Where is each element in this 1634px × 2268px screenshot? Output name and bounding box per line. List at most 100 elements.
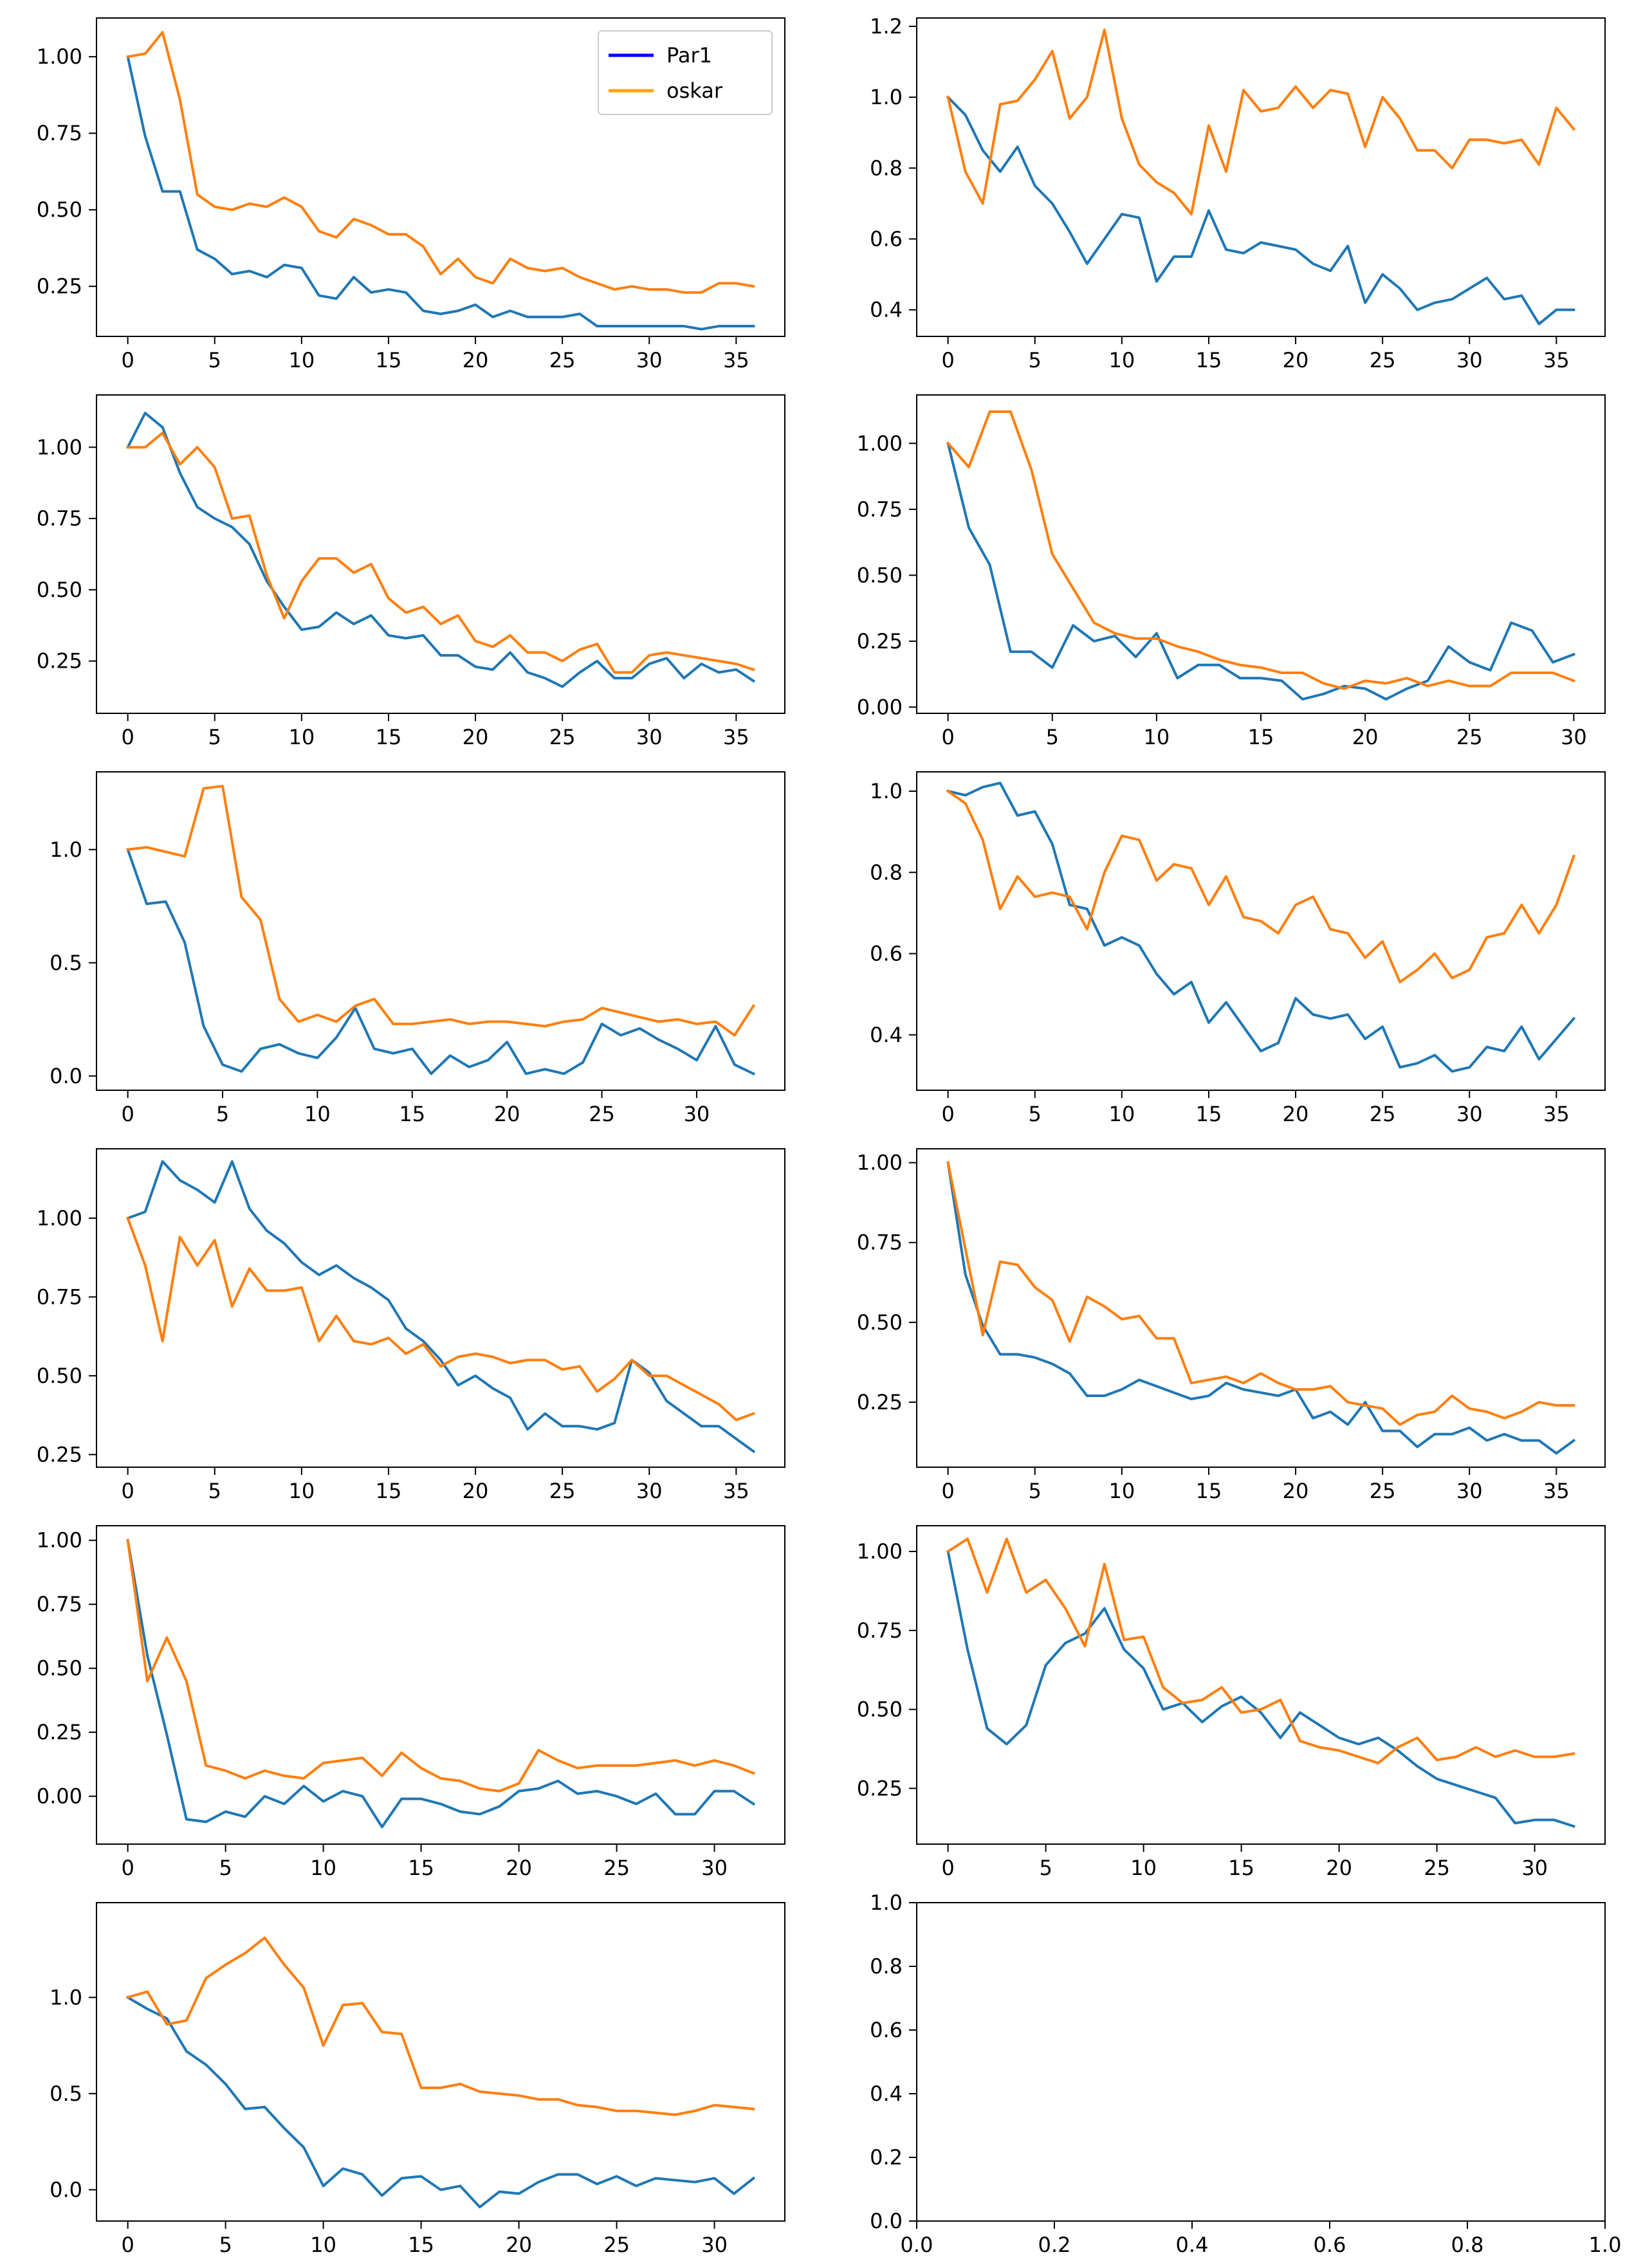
- x-tick-label: 0: [121, 725, 134, 749]
- axes-frame: [916, 394, 1606, 714]
- axes-frame: [96, 771, 785, 1091]
- y-tick-label: 0.50: [37, 1364, 82, 1388]
- series-line-2: [946, 28, 1576, 215]
- y-tick-label: 0.50: [857, 1310, 903, 1335]
- y-tick-label: 1.0: [870, 85, 903, 109]
- x-tick-label: 0.8: [1451, 2233, 1484, 2257]
- y-tick-label: 0.2: [870, 2145, 903, 2170]
- subplot-12: 0.0 0.2 0.4 0.6 0.8 1.0 0.0 0.2 0.4 0.6 0.8 1.0: [870, 1890, 1621, 2257]
- subplot-6: 0 5 10 15 20 25 30 35 0.4 0.6 0.8 1.0: [870, 771, 1606, 1126]
- x-tick-label: 10: [1108, 348, 1135, 372]
- x-tick-label: 0: [121, 1102, 134, 1126]
- series-line-1: [126, 55, 755, 331]
- x-tick-label: 20: [494, 1102, 520, 1126]
- x-tick-label: 35: [723, 348, 749, 372]
- x-tick-label: 30: [1456, 348, 1483, 372]
- y-tick-label: 0.75: [37, 1592, 82, 1616]
- x-tick-label: 30: [1456, 1102, 1483, 1126]
- x-tick-label: 15: [376, 1479, 402, 1503]
- series-line-2: [946, 1161, 1575, 1426]
- x-tick-label: 20: [1283, 348, 1309, 372]
- series-line-1: [126, 848, 756, 1075]
- y-tick-label: 1.00: [37, 435, 82, 459]
- x-tick-label: 35: [723, 1479, 749, 1503]
- subplot-2: 0 5 10 15 20 25 30 35 0.4 0.6 0.8 1.0 1.2: [870, 14, 1606, 372]
- subplot-5: 0 5 10 15 20 25 30 0.0 0.5 1.0: [50, 771, 785, 1126]
- x-tick-label: 25: [1456, 725, 1483, 749]
- subplot-7: 0 5 10 15 20 25 30 35 0.25 0.50 0.75 1.00: [37, 1148, 785, 1503]
- series-line-2: [946, 789, 1575, 983]
- x-tick-label: 5: [219, 2233, 232, 2257]
- x-tick-label: 5: [1029, 1102, 1042, 1126]
- series-line-1: [125, 412, 756, 688]
- x-tick-label: 0.0: [901, 2233, 933, 2257]
- axes-frame: [916, 771, 1606, 1091]
- y-tick-label: 0.6: [870, 2018, 903, 2042]
- x-tick-label: 15: [376, 348, 402, 372]
- series-line-1: [946, 95, 1575, 325]
- x-tick-label: 0: [941, 1102, 954, 1126]
- x-tick-label: 1.0: [1589, 2233, 1622, 2257]
- legend: Par1 oskar: [598, 30, 773, 115]
- y-tick-label: 0.25: [37, 1720, 82, 1744]
- axes-frame: [916, 1525, 1606, 1845]
- y-tick-label: 0.75: [37, 1285, 82, 1309]
- x-tick-label: 0: [121, 1479, 134, 1503]
- x-tick-label: 5: [1046, 725, 1059, 749]
- x-tick-label: 20: [463, 1479, 489, 1503]
- x-tick-label: 30: [1561, 725, 1587, 749]
- y-tick-label: 0.00: [857, 695, 903, 719]
- x-tick-label: 10: [304, 1102, 331, 1126]
- series-line-2: [126, 1216, 755, 1422]
- x-tick-label: 20: [1283, 1102, 1309, 1126]
- y-tick-label: 0.25: [37, 649, 82, 673]
- x-tick-label: 0.6: [1314, 2233, 1346, 2257]
- x-tick-label: 15: [408, 1856, 434, 1880]
- y-tick-label: 0.25: [37, 1442, 82, 1467]
- x-tick-label: 30: [684, 1102, 710, 1126]
- x-tick-label: 5: [216, 1102, 229, 1126]
- x-tick-label: 20: [506, 2233, 532, 2257]
- y-tick-label: 1.0: [870, 779, 903, 803]
- series-line-2: [126, 1539, 755, 1793]
- y-tick-label: 0.5: [50, 2081, 82, 2106]
- y-tick-label: 1.0: [50, 837, 82, 862]
- x-tick-label: 5: [1029, 1479, 1042, 1503]
- subplot-3: 0 5 10 15 20 25 30 35 0.25 0.50 0.75 1.00: [37, 394, 785, 749]
- y-tick-label: 0.8: [870, 1954, 903, 1979]
- x-tick-label: 10: [288, 1479, 315, 1503]
- x-tick-label: 5: [1029, 348, 1042, 372]
- x-tick-label: 30: [636, 1479, 663, 1503]
- x-tick-label: 15: [399, 1102, 425, 1126]
- x-tick-label: 10: [310, 1856, 336, 1880]
- x-tick-label: 15: [1228, 1856, 1254, 1880]
- x-tick-label: 15: [408, 2233, 434, 2257]
- subplot-11: 0 5 10 15 20 25 30 0.0 0.5 1.0: [50, 1902, 785, 2257]
- y-tick-label: 1.0: [870, 1890, 903, 1915]
- x-tick-label: 15: [1248, 725, 1274, 749]
- x-tick-label: 10: [1144, 725, 1170, 749]
- y-tick-label: 1.00: [857, 1151, 903, 1175]
- x-tick-label: 25: [1370, 1479, 1396, 1503]
- x-tick-label: 5: [208, 348, 221, 372]
- x-tick-label: 20: [463, 725, 489, 749]
- x-tick-label: 30: [701, 1856, 728, 1880]
- series-line-1: [126, 1160, 756, 1454]
- x-tick-label: 35: [1543, 348, 1570, 372]
- y-tick-label: 0.4: [870, 1023, 903, 1047]
- x-tick-label: 25: [549, 1479, 576, 1503]
- x-tick-label: 15: [376, 725, 402, 749]
- y-tick-label: 0.0: [870, 2209, 903, 2233]
- x-tick-label: 10: [288, 348, 315, 372]
- y-tick-label: 0.50: [37, 197, 82, 222]
- y-tick-label: 0.25: [37, 274, 82, 298]
- series-line-2: [946, 410, 1575, 690]
- x-tick-label: 25: [1370, 348, 1396, 372]
- x-tick-label: 15: [1196, 1102, 1222, 1126]
- y-tick-label: 0.25: [857, 1776, 903, 1800]
- series-line-2: [126, 31, 755, 294]
- x-tick-label: 0.4: [1176, 2233, 1209, 2257]
- x-tick-label: 20: [1283, 1479, 1309, 1503]
- x-tick-label: 25: [589, 1102, 615, 1126]
